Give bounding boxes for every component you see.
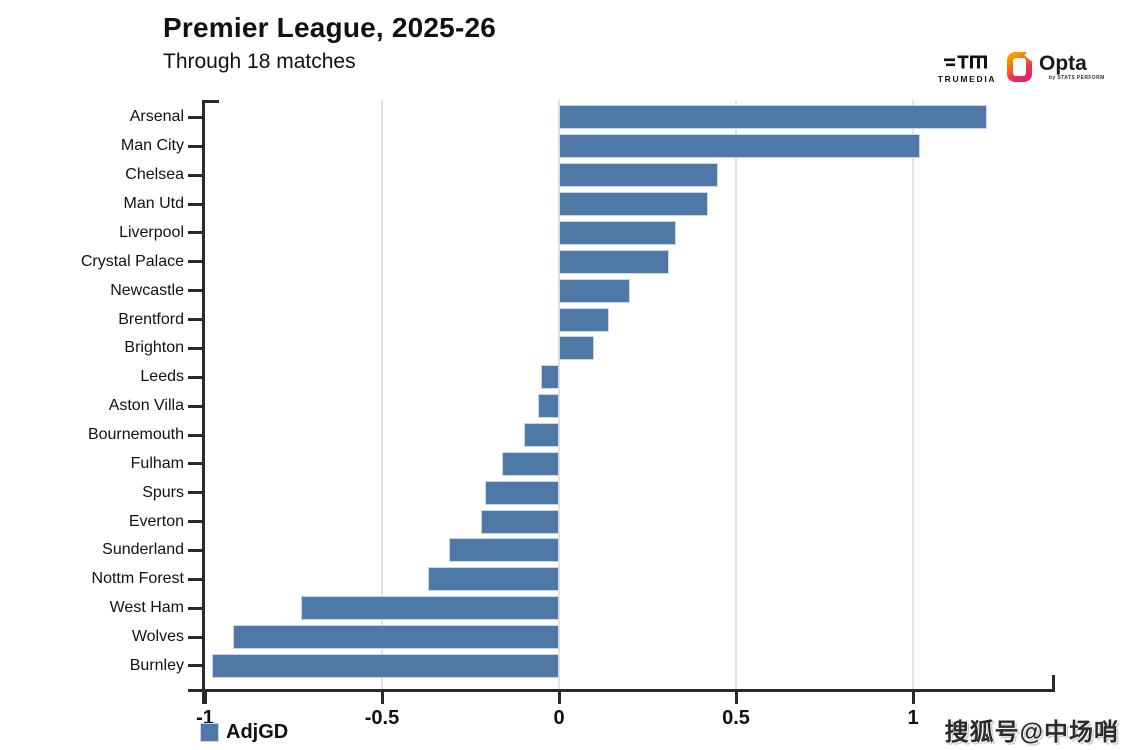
page-subtitle: Through 18 matches [163,50,356,73]
x-axis-right-cap [1052,675,1055,690]
y-axis-tick [188,115,203,119]
y-axis-tick [188,346,203,350]
team-label-man-utd: Man Utd [123,195,184,213]
y-axis-top-cap [203,100,219,103]
x-tick-label--0.5: -0.5 [364,707,400,729]
watermark-text: 搜狐号@中场哨 [944,719,1119,746]
bar-sunderland [449,538,559,563]
x-tick-label-0.5: 0.5 [722,707,750,729]
team-label-arsenal: Arsenal [129,108,184,126]
bar-fulham [502,451,559,476]
team-label-crystal-palace: Crystal Palace [80,252,184,270]
bar-brentford [559,307,609,332]
chart-legend: AdjGD [200,721,288,744]
y-axis-line [201,100,205,704]
x-axis-tick [911,690,915,704]
trumedia-logo: TRUMEDIA [936,52,998,84]
y-axis-tick [188,318,203,322]
team-label-leeds: Leeds [140,368,184,386]
bar-arsenal [559,105,988,130]
opta-ring-icon [1007,51,1035,82]
y-axis-tick [188,144,203,148]
team-label-aston-villa: Aston Villa [108,397,184,415]
gridline--0.5 [381,100,383,690]
x-tick-label-1: 1 [907,707,919,729]
bar-brighton [559,336,595,361]
y-axis-tick [188,404,203,408]
bar-bournemouth [523,423,559,447]
x-axis-tick [557,690,561,704]
bar-man-city [559,134,921,159]
bar-burnley [212,653,559,678]
y-axis-tick [188,202,203,206]
opta-sublabel: by STATS PERFORM [1049,75,1105,81]
bar-spurs [484,480,559,505]
team-label-west-ham: West Ham [109,599,184,617]
bar-liverpool [559,220,676,245]
bar-nottm-forest [428,567,559,592]
y-axis-tick [188,462,203,466]
gridline-0.5 [735,100,737,690]
x-axis-tick [734,690,738,704]
bar-everton [481,509,559,534]
trumedia-tm-icon [944,55,987,69]
team-label-newcastle: Newcastle [110,281,184,299]
team-label-liverpool: Liverpool [119,223,184,241]
opta-label: Opta [1039,52,1087,75]
bar-chelsea [559,163,719,188]
gridline-0 [558,100,560,690]
y-axis-tick [188,260,203,264]
team-label-brentford: Brentford [118,310,184,328]
y-axis-tick [188,491,203,495]
legend-label: AdjGD [226,721,289,743]
team-label-everton: Everton [128,512,184,530]
bar-aston-villa [537,394,559,419]
legend-swatch-adjgd [200,723,219,742]
team-label-fulham: Fulham [130,454,184,472]
y-axis-tick [188,289,203,293]
bar-wolves [233,625,559,650]
team-label-bournemouth: Bournemouth [87,426,184,443]
team-label-chelsea: Chelsea [125,166,184,184]
y-axis-tick [188,548,203,552]
opta-logo: Opta by STATS PERFORM [1007,51,1105,82]
bar-crystal-palace [559,249,669,274]
y-axis-tick [188,173,203,177]
x-axis-tick [203,690,207,704]
gridline-1 [912,100,914,690]
y-axis-tick [188,520,203,524]
team-label-sunderland: Sunderland [102,541,184,559]
team-label-nottm-forest: Nottm Forest [91,570,184,588]
y-axis-tick [188,433,203,437]
x-axis-line [188,688,1055,692]
bar-newcastle [559,278,630,303]
team-label-spurs: Spurs [142,483,184,501]
page-title: Premier League, 2025-26 [163,12,497,43]
team-label-brighton: Brighton [124,339,184,357]
y-axis-tick [188,664,203,668]
team-label-burnley: Burnley [129,656,184,674]
y-axis-tick [188,231,203,235]
trumedia-label: TRUMEDIA [937,74,997,84]
y-axis-tick [188,635,203,639]
y-axis-tick [188,375,203,379]
x-tick-label-0: 0 [553,707,565,729]
y-axis-tick [188,606,203,610]
y-axis-tick [188,577,203,581]
team-label-man-city: Man City [120,137,184,155]
bar-west-ham [300,596,559,621]
team-label-wolves: Wolves [131,628,184,646]
x-axis-tick [380,690,384,704]
bar-leeds [541,365,559,390]
bar-man-utd [559,192,708,217]
